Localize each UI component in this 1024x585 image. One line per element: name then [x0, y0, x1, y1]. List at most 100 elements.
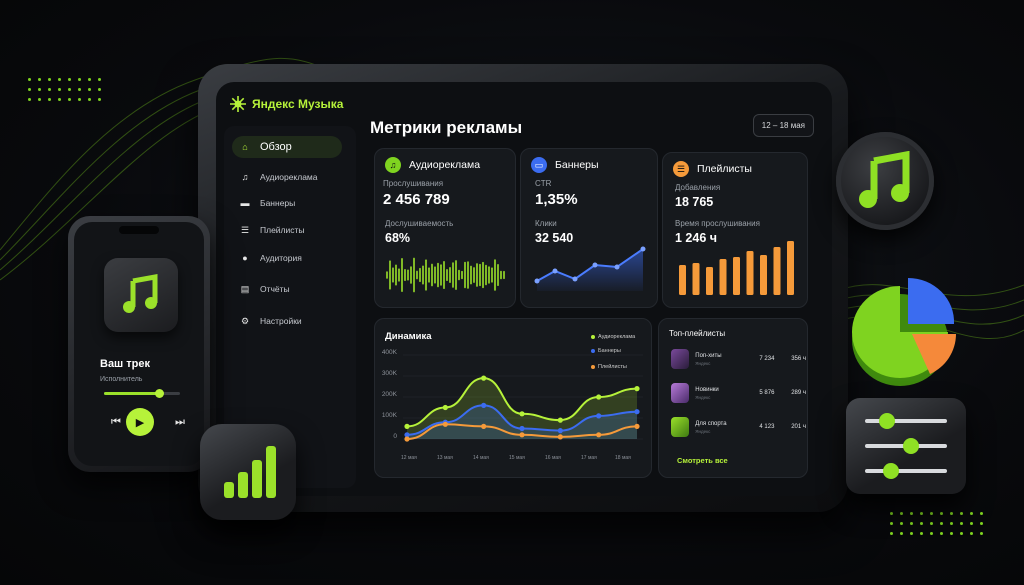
sidebar-item-banners[interactable]: ▬ Баннеры: [232, 192, 342, 214]
data-point[interactable]: [404, 432, 410, 438]
data-point[interactable]: [634, 386, 640, 392]
playlist-row[interactable]: Поп-хиты Яндекс 7 234 356 ч: [671, 347, 806, 371]
playlist-row[interactable]: Новинки Яндекс 5 876 289 ч: [671, 381, 806, 405]
dynamics-card[interactable]: Динамика Аудиореклама Баннеры Плейлисты …: [374, 318, 652, 478]
playlist-name: Поп-хиты: [695, 352, 722, 359]
data-point[interactable]: [557, 428, 563, 434]
sidebar-item-label: Аудитория: [260, 253, 302, 263]
bar: [719, 259, 727, 295]
playlists-card[interactable]: ☰ Плейлисты Добавления 18 765 Время прос…: [662, 152, 808, 308]
bar: [706, 267, 713, 295]
data-point[interactable]: [481, 402, 487, 408]
card-header: ☰ Плейлисты: [673, 161, 752, 177]
home-icon: ⌂: [242, 142, 248, 152]
data-point[interactable]: [404, 423, 410, 429]
sidebar-item-label: Аудиореклама: [260, 172, 318, 182]
x-tick: 13 мая: [437, 455, 453, 461]
brand-logo[interactable]: Яндекс Музыка: [230, 96, 343, 112]
sidebar-item-overview[interactable]: ⌂ Обзор: [232, 136, 342, 158]
top-playlists-card[interactable]: Топ-плейлисты Поп-хиты Яндекс 7 234 356 ч…: [658, 318, 808, 478]
adds-label: Добавления: [675, 183, 721, 192]
card-title: Топ-плейлисты: [669, 329, 726, 338]
data-point[interactable]: [519, 411, 525, 417]
music-note-icon: [859, 151, 910, 208]
bar: [679, 265, 686, 295]
playlists-bar-chart: [679, 241, 794, 295]
card-title: Плейлисты: [697, 163, 752, 175]
previous-icon[interactable]: ⏮: [111, 415, 121, 428]
sidebar-item-label: Обзор: [260, 141, 292, 153]
x-tick: 14 мая: [473, 455, 489, 461]
audio-waveform: [386, 257, 505, 293]
sidebar-item-audience[interactable]: ● Аудитория: [232, 247, 342, 269]
listen-time-label: Время прослушивания: [675, 219, 760, 228]
bar: [692, 263, 700, 295]
sidebar-item-audio[interactable]: ♫ Аудиореклама: [232, 166, 342, 188]
ctr-label: CTR: [535, 179, 552, 188]
audio-ads-card[interactable]: ♫ Аудиореклама Прослушивания 2 456 789 Д…: [374, 148, 516, 308]
sliders-tile: [846, 398, 966, 494]
playlist-count: 4 123: [759, 424, 775, 430]
data-point[interactable]: [481, 423, 487, 429]
monitor-icon: ▭: [531, 157, 547, 173]
play-button[interactable]: ▶: [126, 408, 154, 436]
data-point[interactable]: [557, 417, 563, 423]
card-header: ▭ Баннеры: [531, 157, 599, 173]
data-point[interactable]: [519, 432, 525, 438]
data-point[interactable]: [442, 421, 448, 427]
data-point[interactable]: [634, 409, 640, 415]
playlist-hours: 356 ч: [791, 356, 806, 362]
data-point[interactable]: [442, 404, 448, 411]
plays-value: 2 456 789: [383, 191, 450, 208]
data-point[interactable]: [404, 436, 410, 442]
banners-card[interactable]: ▭ Баннеры CTR 1,35% Клики 32 540: [520, 148, 658, 308]
data-point[interactable]: [596, 432, 602, 438]
listen-time-value: 1 246 ч: [675, 231, 718, 245]
next-icon[interactable]: ⏭: [175, 415, 185, 428]
legend-item[interactable]: Аудиореклама: [591, 334, 635, 340]
data-point[interactable]: [596, 394, 602, 400]
sidebar-item-label: Плейлисты: [260, 225, 305, 235]
playlist-name: Новинки: [695, 386, 719, 393]
list-icon: ☰: [673, 161, 689, 177]
bar: [787, 241, 794, 295]
clicks-label: Клики: [535, 219, 557, 228]
signal-bars-tile: [200, 424, 296, 520]
legend-item[interactable]: Баннеры: [591, 348, 621, 354]
sidebar-item-playlists[interactable]: ☰ Плейлисты: [232, 219, 342, 241]
progress-handle[interactable]: [154, 389, 164, 398]
data-point[interactable]: [557, 434, 563, 440]
album-art: [104, 258, 178, 332]
playlist-cover: [671, 417, 690, 437]
bar: [746, 251, 754, 295]
x-tick: 18 мая: [615, 455, 631, 461]
playlist-row[interactable]: Для спорта Яндекс 4 123 201 ч: [671, 415, 806, 439]
sidebar-item-label: Баннеры: [260, 198, 296, 208]
sidebar-item-label: Отчёты: [260, 284, 290, 294]
data-point[interactable]: [519, 425, 525, 432]
pie-chart-icon: [852, 277, 956, 386]
ctr-trend-chart: [534, 246, 646, 291]
user-icon: ●: [242, 253, 248, 263]
bar-chart-icon: [224, 446, 276, 498]
sidebar-item-settings[interactable]: ⚙ Настройки: [232, 310, 342, 332]
legend-item[interactable]: Плейлисты: [591, 364, 627, 370]
player-screen: Ваш трек Исполнитель ⏮ ▶ ⏭: [74, 222, 204, 466]
playlist-owner: Яндекс: [695, 394, 711, 400]
sidebar-item-reports[interactable]: ▤ Отчёты: [232, 278, 342, 300]
bar: [733, 257, 740, 295]
music-coin: [836, 132, 934, 230]
date-range-picker[interactable]: 12 – 18 мая: [752, 114, 814, 137]
see-all-link[interactable]: Смотреть все: [677, 456, 728, 465]
playlist-name: Для спорта: [695, 420, 727, 427]
playlist-hours: 289 ч: [791, 390, 806, 396]
music-note-icon: [123, 274, 158, 313]
playlist-cover: [671, 383, 690, 403]
completion-label: Дослушиваемость: [385, 219, 454, 228]
phone-notch: [119, 226, 159, 234]
data-point[interactable]: [481, 375, 487, 381]
card-title: Баннеры: [555, 159, 599, 171]
progress-bar[interactable]: [104, 389, 180, 398]
data-point[interactable]: [634, 423, 640, 429]
data-point[interactable]: [596, 413, 602, 419]
